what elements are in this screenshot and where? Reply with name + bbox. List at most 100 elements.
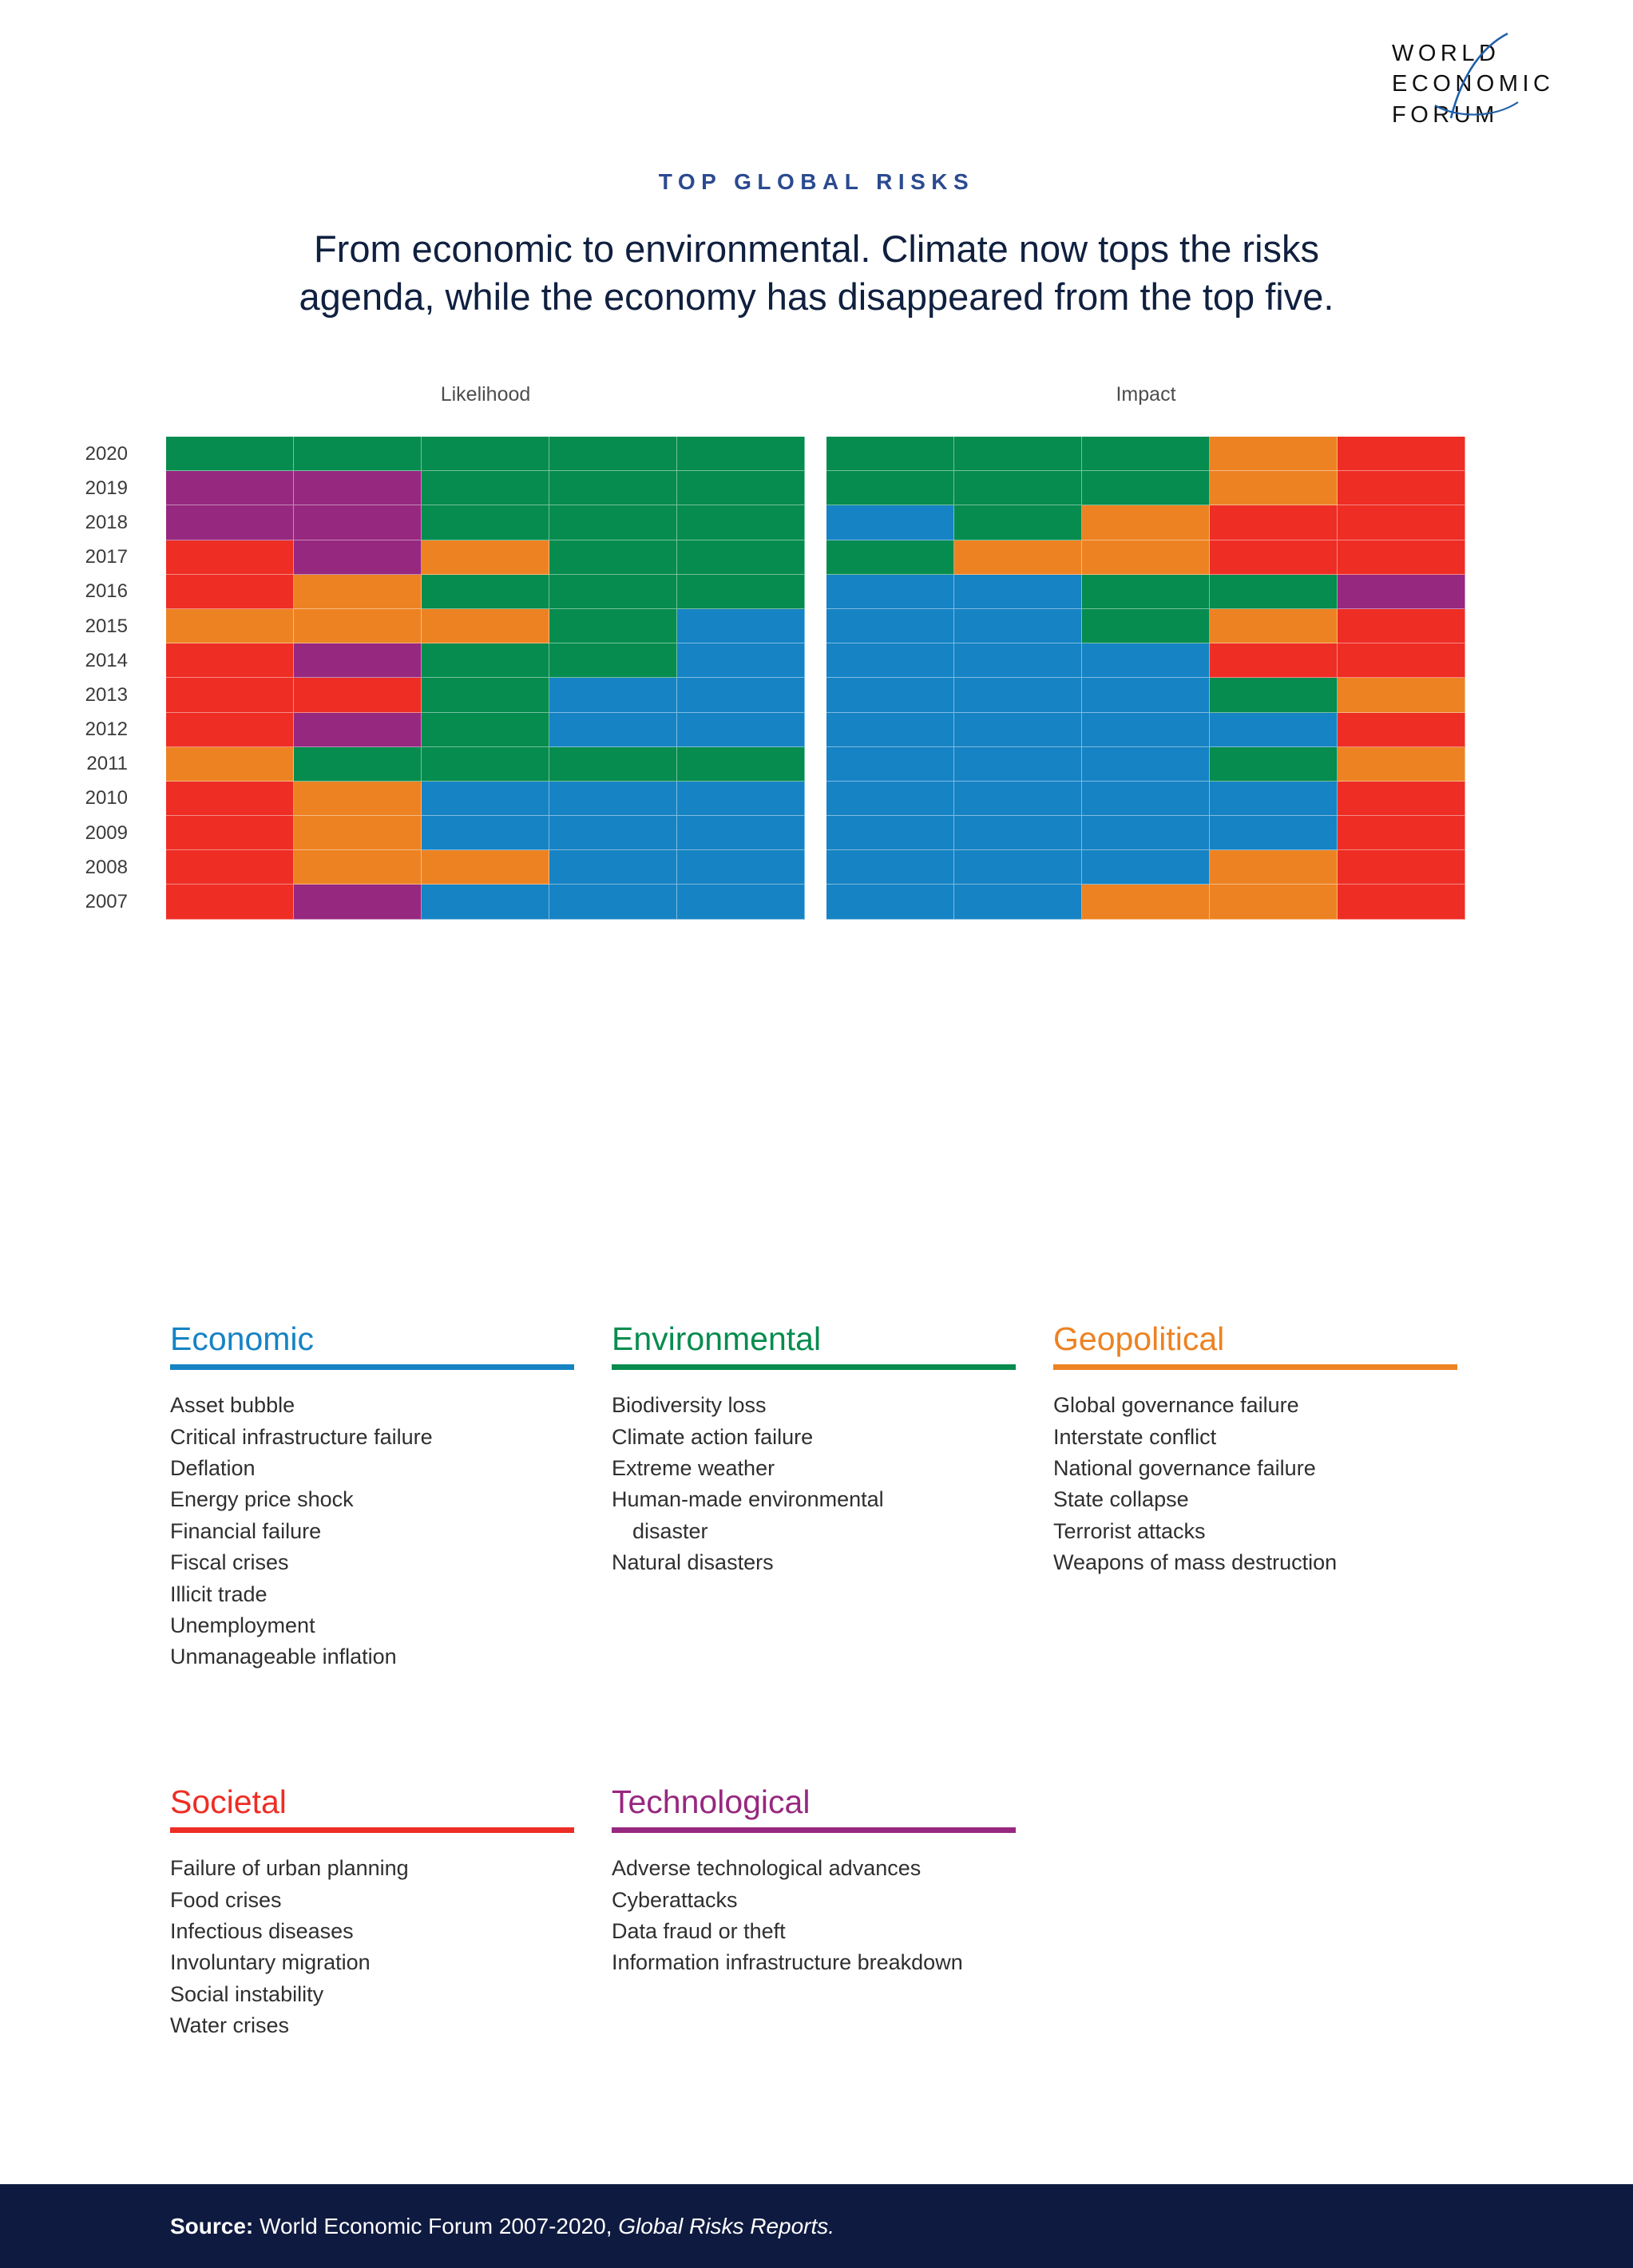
source-note: Source: World Economic Forum 2007-2020, … [170, 2214, 834, 2239]
heatmap-cell [826, 850, 954, 885]
heatmap-cell [1338, 746, 1465, 782]
legend-item: Information infrastructure breakdown [612, 1950, 963, 1975]
legend-item: Food crises [170, 1887, 282, 1912]
heatmap-cell [549, 505, 677, 540]
legend-item: Data fraud or theft [612, 1918, 786, 1943]
year-label: 2008 [85, 856, 128, 878]
heatmap-cell [954, 850, 1082, 885]
heatmap-cell [422, 471, 549, 506]
heatmap-cell [1082, 885, 1210, 920]
heatmap-cell [294, 816, 422, 851]
source-report-title: Global Risks Reports. [618, 2213, 835, 2238]
heatmap-cell [166, 574, 294, 609]
heatmap-cell [294, 540, 422, 575]
heatmap-grid-impact [826, 437, 1465, 920]
heatmap-cell [549, 540, 677, 575]
wef-logo: WORLD ECONOMIC FORUM [1392, 32, 1591, 130]
year-label: 2012 [85, 718, 128, 741]
legend-item: Financial failure [170, 1518, 322, 1543]
year-label: 2020 [85, 442, 128, 465]
heatmap-cell [1210, 678, 1338, 713]
legend-group-rule [612, 1827, 1016, 1834]
heatmap-cell [1338, 608, 1465, 644]
heatmap-grid-likelihood [166, 437, 805, 920]
legend-item: Asset bubble [170, 1393, 295, 1418]
legend-row-primary: Economic Asset bubble Critical infrastruct… [170, 1320, 1495, 1673]
heatmap-cell [677, 643, 805, 679]
heatmap-cell [826, 781, 954, 817]
heatmap-cell [549, 712, 677, 747]
heatmap-cell [422, 678, 549, 713]
heatmap-cell [677, 781, 805, 817]
heatmap-cell [166, 608, 294, 644]
legend-group-title: Economic [170, 1320, 315, 1357]
heatmap-cell [294, 850, 422, 885]
legend-item: State collapse [1053, 1487, 1189, 1512]
heatmap-cell [422, 885, 549, 920]
heatmap-cell [422, 746, 549, 782]
heatmap-cell [826, 540, 954, 575]
heatmap-cell [1338, 437, 1465, 472]
heatmap-cell [166, 643, 294, 679]
footer-bar: Source: World Economic Forum 2007-2020, … [0, 2184, 1633, 2268]
heatmap-cell [1082, 437, 1210, 472]
heatmap-cell [294, 608, 422, 644]
legend-item: Climate action failure [612, 1424, 814, 1449]
heatmap-cell [422, 816, 549, 851]
heatmap-cell [826, 678, 954, 713]
heatmap-cell [826, 746, 954, 782]
legend-item: Interstate conflict [1053, 1424, 1217, 1449]
heatmap-cell [166, 437, 294, 472]
heatmap-cell [826, 471, 954, 506]
legend-item: Critical infrastructure failure [170, 1424, 433, 1449]
heatmap-cell [166, 505, 294, 540]
heatmap-cell [549, 643, 677, 679]
heatmap-cell [1338, 816, 1465, 851]
legend-group-technological: Technological Adverse technological advan… [612, 1783, 1053, 2042]
heatmap-cell [677, 437, 805, 472]
year-label: 2015 [85, 615, 128, 637]
heatmap-cell [954, 816, 1082, 851]
heatmap-cell [166, 540, 294, 575]
legend-item: Biodiversity loss [612, 1393, 767, 1418]
legend-item: Weapons of mass destruction [1053, 1550, 1338, 1575]
heatmap-cell [954, 746, 1082, 782]
heatmap-cell [549, 816, 677, 851]
heatmap-cell [294, 781, 422, 817]
logo-line-world: WORLD [1392, 41, 1500, 66]
heatmap-cell [1082, 643, 1210, 679]
heatmap-cell [294, 437, 422, 472]
heatmap-cell [294, 712, 422, 747]
legend-item: Social instability [170, 1981, 324, 2006]
page-title: From economic to environmental. Climate … [299, 228, 1334, 319]
heatmap-cell [677, 505, 805, 540]
year-label: 2013 [85, 683, 128, 706]
heatmap-cell [954, 471, 1082, 506]
heatmap-cell [1338, 712, 1465, 747]
heatmap-cell [1082, 816, 1210, 851]
wef-logo-wordmark: WORLD ECONOMIC FORUM [1392, 32, 1555, 130]
legend-item: Involuntary migration [170, 1950, 371, 1975]
legend-item: Water crises [170, 2013, 290, 2038]
legend-item: Fiscal crises [170, 1550, 289, 1575]
heatmap-cell [1082, 574, 1210, 609]
source-label: Source: [170, 2213, 254, 2238]
legend-item: Deflation [170, 1455, 256, 1480]
heatmap-cell [1338, 540, 1465, 575]
heatmap-cell [954, 574, 1082, 609]
legend-item: Terrorist attacks [1053, 1518, 1206, 1543]
heatmap-cell [954, 678, 1082, 713]
heatmap-cell [422, 850, 549, 885]
heatmap-cell [422, 540, 549, 575]
heatmap-cell [954, 540, 1082, 575]
heatmap-cell [954, 643, 1082, 679]
legend-item: Failure of urban planning [170, 1856, 409, 1881]
legend-item: Unmanageable inflation [170, 1645, 397, 1669]
heatmap-cell [1210, 850, 1338, 885]
heatmap-cell [1082, 712, 1210, 747]
heatmap-cell [677, 471, 805, 506]
heatmap-cell [549, 678, 677, 713]
legend-item: Energy price shock [170, 1487, 354, 1512]
legend-group-rule [170, 1827, 574, 1834]
year-label: 2011 [86, 753, 128, 775]
